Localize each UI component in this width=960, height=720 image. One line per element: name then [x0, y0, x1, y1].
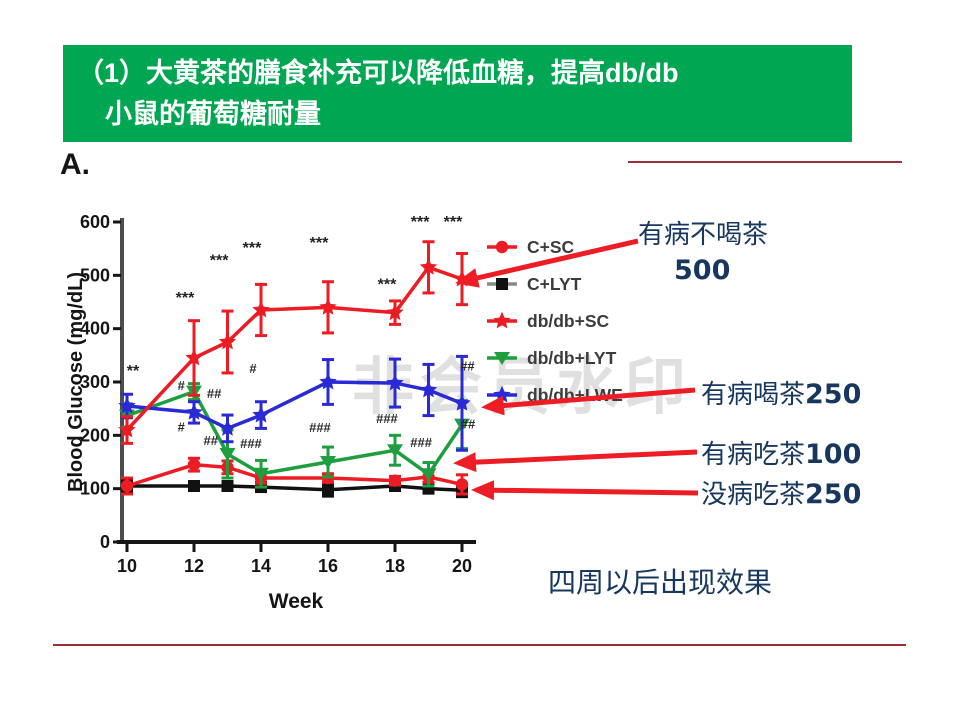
svg-text:20: 20: [452, 556, 472, 576]
svg-text:##: ##: [207, 386, 222, 401]
svg-text:16: 16: [318, 556, 338, 576]
title-line-1: （1）大黄茶的膳食补充可以降低血糖，提高db/db: [77, 58, 679, 88]
svg-text:Blood Glucose (mg/dL): Blood Glucose (mg/dL): [65, 272, 87, 492]
annotation-healthy-eat-tea-label: 没病吃茶: [701, 480, 806, 510]
annotation-sick-no-tea-value: 500: [674, 255, 731, 287]
svg-text:500: 500: [80, 265, 110, 285]
annotation-sick-eat-tea-label: 有病吃茶: [701, 440, 806, 470]
svg-text:0: 0: [100, 532, 110, 552]
svg-text:10: 10: [117, 556, 137, 576]
annotation-footnote: 四周以后出现效果: [548, 566, 773, 599]
svg-text:#: #: [178, 420, 186, 435]
svg-text:400: 400: [80, 319, 110, 339]
annotation-sick-no-tea-label: 有病不喝茶: [638, 220, 769, 250]
series-c-lyt: [121, 478, 468, 499]
svg-text:##: ##: [460, 358, 475, 373]
callout-arrow-4: [471, 480, 699, 501]
annotation-sick-no-tea: 有病不喝茶 500: [638, 218, 768, 290]
top-divider-line: [628, 161, 902, 163]
svg-text:Week: Week: [269, 590, 324, 613]
svg-text:###: ###: [376, 411, 398, 426]
callout-arrow-1: [455, 238, 639, 288]
annotation-healthy-eat-tea: 没病吃茶250: [701, 477, 861, 513]
svg-text:300: 300: [80, 372, 110, 392]
callout-arrow-2: [481, 387, 696, 416]
panel-label: A.: [60, 148, 90, 181]
svg-text:***: ***: [411, 214, 430, 231]
svg-text:#: #: [249, 361, 257, 376]
callout-arrows: [453, 238, 699, 501]
svg-text:14: 14: [251, 556, 271, 576]
svg-text:###: ###: [309, 420, 331, 435]
svg-text:***: ***: [210, 253, 229, 270]
svg-text:12: 12: [184, 556, 204, 576]
annotation-sick-drink-tea-value: 250: [805, 379, 862, 410]
legend-label-1: C+LYT: [527, 274, 582, 294]
svg-text:#: #: [178, 378, 186, 393]
svg-text:600: 600: [80, 212, 110, 232]
title-line-2: 小鼠的葡萄糖耐量: [105, 98, 321, 129]
chart-axes: 0 100 200 300 400 500 600 10 12 14 16 18 20 Week Blood…: [65, 212, 476, 613]
svg-text:##: ##: [204, 433, 219, 448]
svg-text:***: ***: [444, 214, 463, 231]
legend-label-0: C+SC: [527, 237, 575, 257]
series-db-db-sc: [118, 240, 471, 445]
callout-arrow-3: [453, 449, 698, 473]
svg-text:18: 18: [385, 556, 405, 576]
significance-marks: *********** ********* ***#################…: [127, 214, 476, 451]
svg-text:###: ###: [410, 435, 432, 450]
bottom-divider-line: [53, 644, 906, 646]
legend-label-2: db/db+SC: [527, 311, 610, 331]
svg-text:200: 200: [80, 425, 110, 445]
annotation-sick-drink-tea: 有病喝茶250: [701, 377, 861, 413]
svg-text:***: ***: [176, 290, 195, 307]
svg-text:**: **: [127, 363, 140, 380]
annotation-sick-eat-tea-value: 100: [805, 439, 862, 470]
series-db-db-lwe: [118, 354, 471, 452]
svg-text:***: ***: [310, 235, 329, 252]
svg-text:***: ***: [243, 240, 262, 257]
svg-text:***: ***: [378, 277, 397, 294]
annotation-sick-eat-tea: 有病吃茶100: [701, 437, 861, 473]
title-banner: （1）大黄茶的膳食补充可以降低血糖，提高db/db 小鼠的葡萄糖耐量: [63, 45, 852, 142]
svg-text:##: ##: [461, 416, 476, 431]
annotation-sick-drink-tea-label: 有病喝茶: [701, 380, 806, 410]
annotation-healthy-eat-tea-value: 250: [805, 479, 862, 510]
legend-label-3: db/db+LYT: [527, 348, 617, 368]
svg-text:###: ###: [240, 436, 262, 451]
svg-text:100: 100: [80, 479, 110, 499]
